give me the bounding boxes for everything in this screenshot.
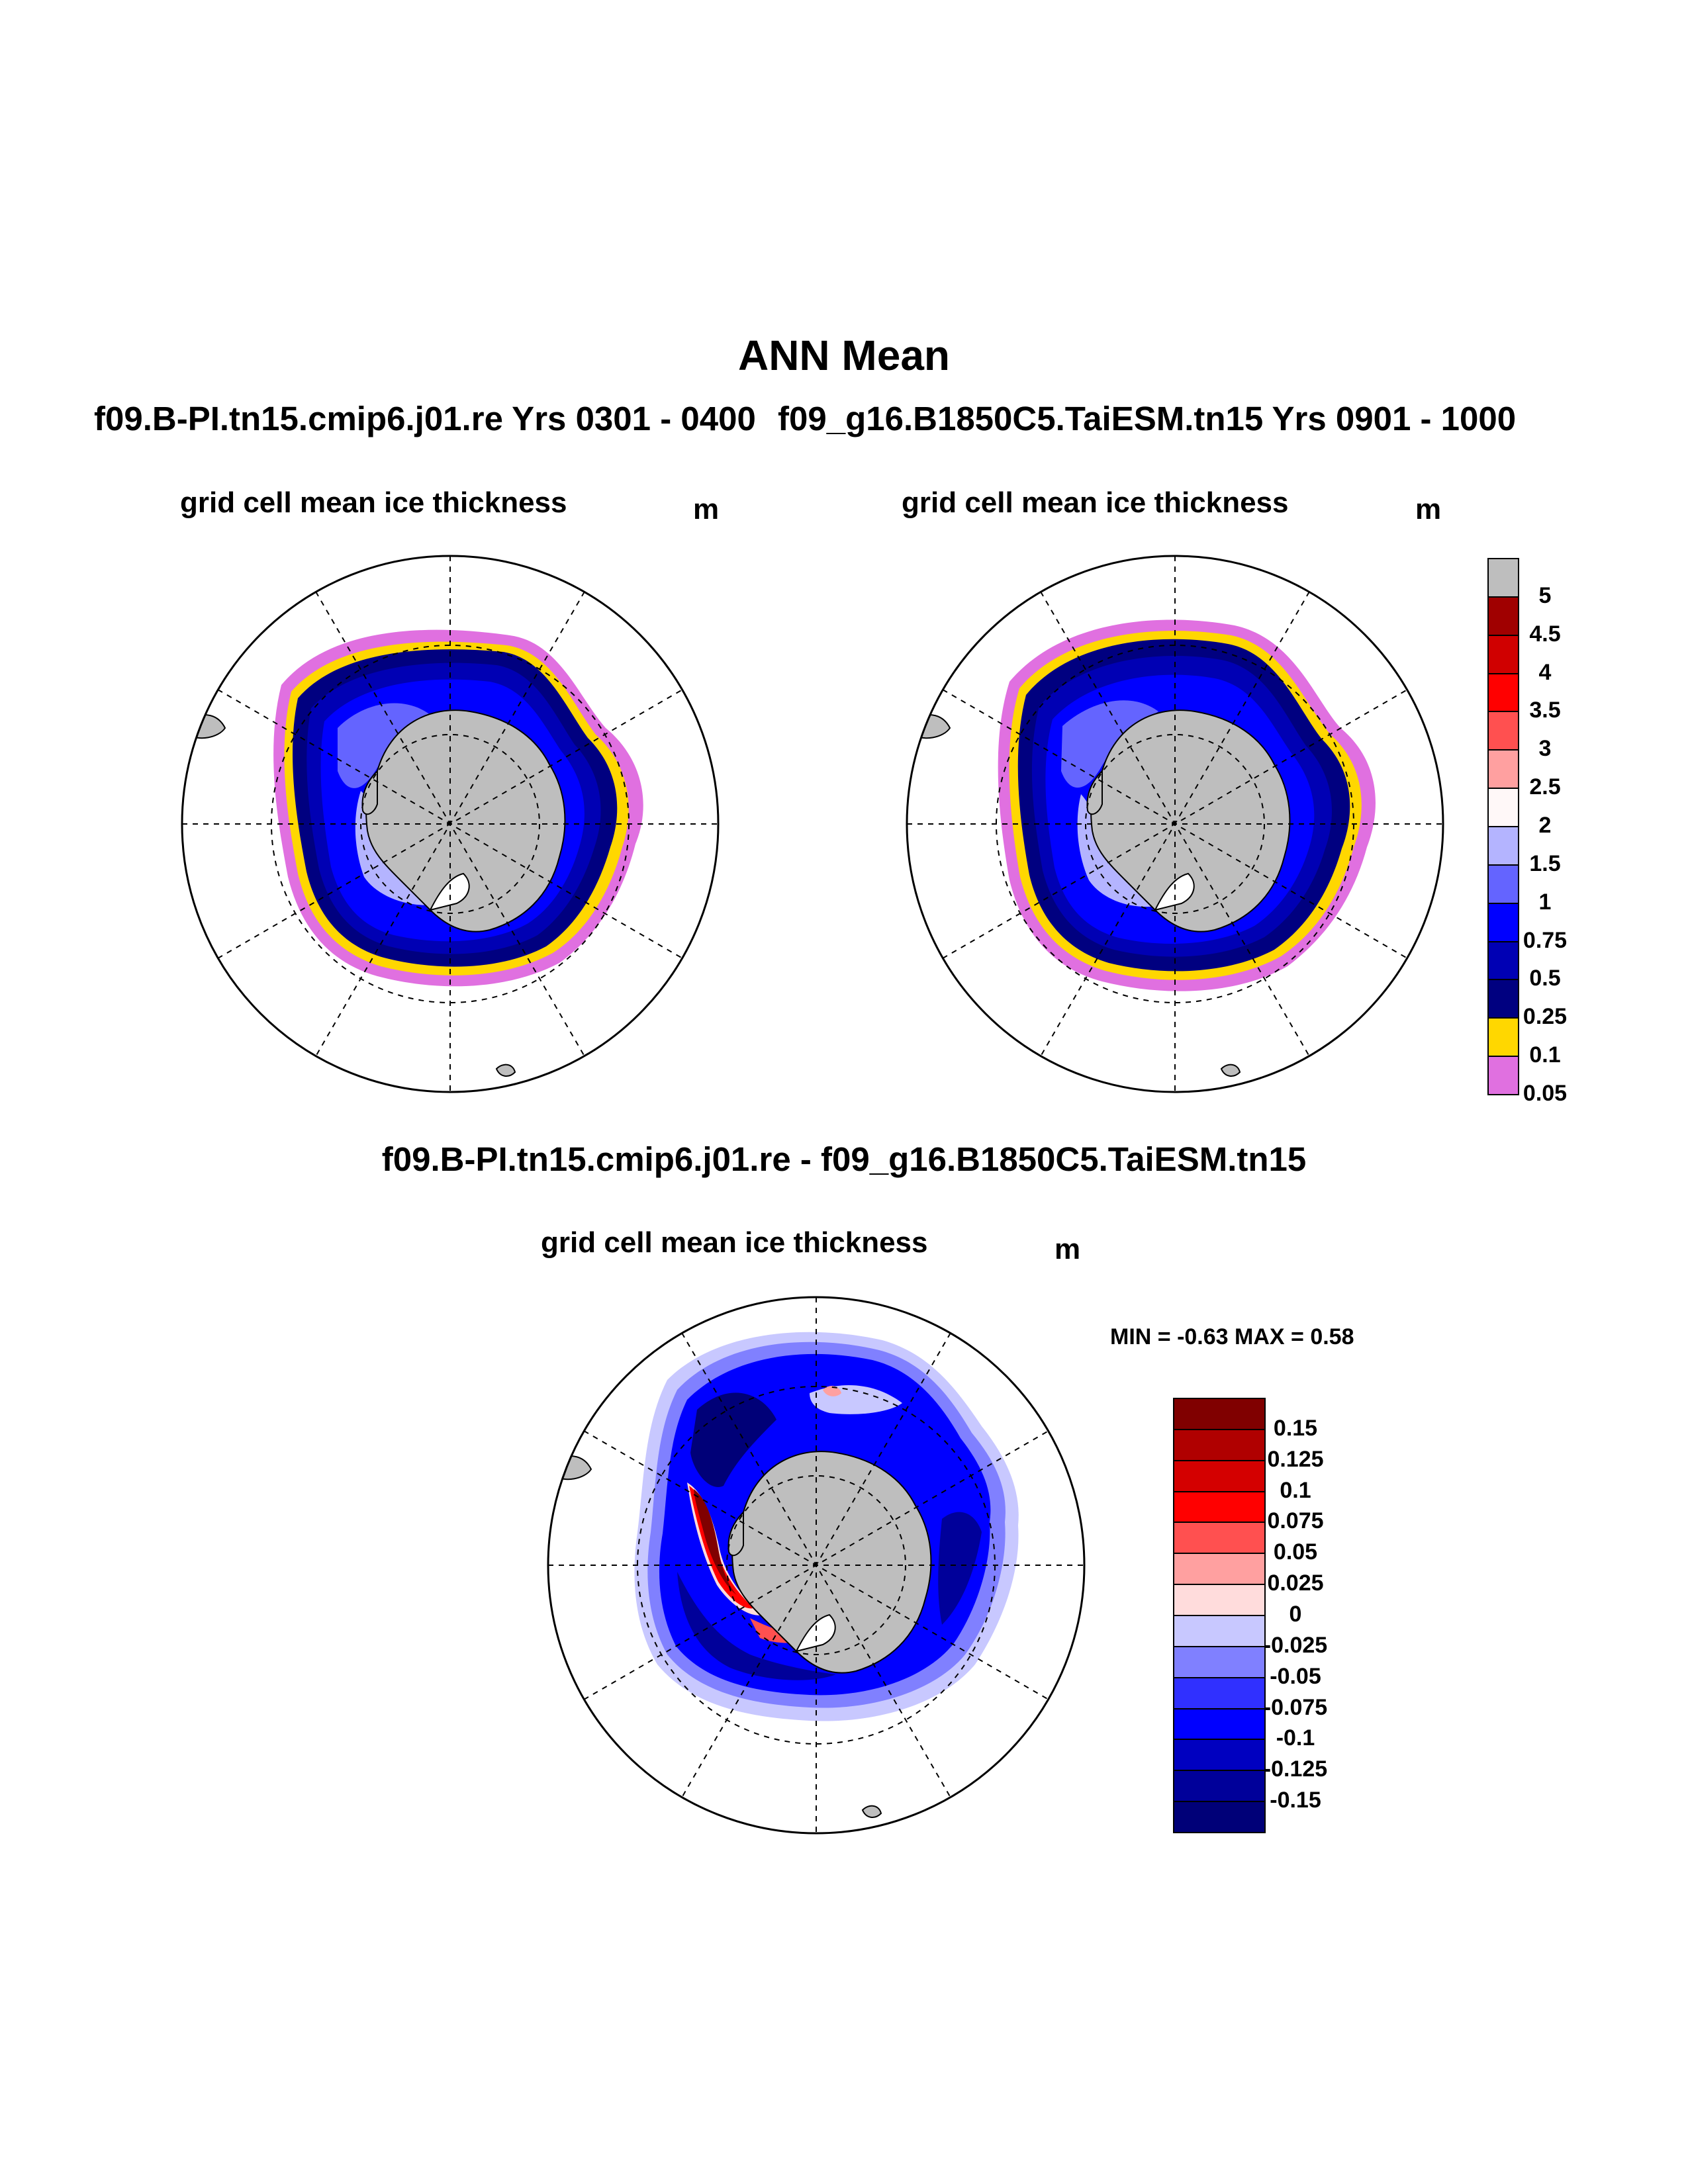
panel-3-units-label: m <box>1055 1233 1081 1265</box>
colorbar-tick-label: 0.1 <box>1529 1042 1561 1068</box>
colorbar-tick-label: 3 <box>1538 736 1552 762</box>
min-max-stats: MIN = -0.63 MAX = 0.58 <box>1110 1324 1354 1349</box>
colorbar-tick-label: 0.05 <box>1523 1081 1568 1106</box>
colorbar-tick-label: 0 <box>1289 1602 1302 1627</box>
colorbar-tick-label: 0.75 <box>1523 927 1568 953</box>
colorbar-tick-label: -0.15 <box>1270 1788 1321 1813</box>
panel-2-map <box>906 555 1444 1093</box>
panel-3-difference-map <box>547 1296 1086 1835</box>
colorbar-swatch <box>1173 1707 1266 1741</box>
colorbar-swatch <box>1173 1739 1266 1772</box>
colorbar-tick-label: -0.025 <box>1263 1632 1328 1658</box>
colorbar-tick-label: 0.075 <box>1267 1508 1324 1534</box>
colorbar-tick-label: 1 <box>1538 889 1552 915</box>
graticule <box>182 556 718 1092</box>
colorbar-tick-label: 4 <box>1538 659 1552 685</box>
colorbar-tick-label: 0.25 <box>1523 1004 1568 1030</box>
panel-3-variable-label: grid cell mean ice thickness <box>541 1226 928 1259</box>
colorbar-tick-label: 0.5 <box>1529 966 1561 991</box>
colorbar-swatch <box>1173 1459 1266 1492</box>
colorbar-swatch <box>1173 1770 1266 1803</box>
antarctica-landmass <box>188 709 566 1077</box>
colorbar-tick-label: 0.15 <box>1273 1415 1318 1441</box>
panel-1-variable-label: grid cell mean ice thickness <box>180 486 567 519</box>
figure-title: ANN Mean <box>737 332 951 379</box>
graticule <box>548 1297 1084 1833</box>
panel-2-units-label: m <box>1415 493 1442 525</box>
colorbar-tick-label: 4.5 <box>1529 621 1561 647</box>
panel-2-run-title: f09_g16.B1850C5.TaiESM.tn15 Yrs 0901 - 1… <box>778 400 1517 437</box>
colorbar-swatch <box>1487 749 1519 790</box>
colorbar-swatch <box>1173 1522 1266 1555</box>
colorbar-tick-label: 5 <box>1538 582 1552 608</box>
colorbar-swatch <box>1173 1428 1266 1461</box>
colorbar-swatch <box>1173 1553 1266 1586</box>
colorbar-tick-label: 0.05 <box>1273 1539 1318 1565</box>
colorbar-swatch <box>1487 902 1519 942</box>
colorbar-tick-label: 1.5 <box>1529 850 1561 876</box>
colorbar-swatch <box>1487 596 1519 636</box>
panel-1-units-label: m <box>693 493 720 525</box>
colorbar-tick-label: -0.125 <box>1263 1756 1328 1782</box>
colorbar-tick-label: 0.125 <box>1267 1446 1324 1472</box>
panel-1-run-title: f09.B-PI.tn15.cmip6.j01.re Yrs 0301 - 04… <box>94 400 756 437</box>
colorbar-tick-label: 0.025 <box>1267 1570 1324 1596</box>
colorbar-tick-label: 3.5 <box>1529 698 1561 723</box>
colorbar-swatch <box>1173 1490 1266 1524</box>
colorbar-swatch <box>1487 826 1519 866</box>
colorbar-swatch <box>1487 940 1519 981</box>
colorbar-swatch <box>1173 1615 1266 1647</box>
colorbar-tick-label: -0.1 <box>1276 1725 1315 1751</box>
colorbar-tick-label: -0.075 <box>1263 1694 1328 1720</box>
colorbar-swatch <box>1173 1645 1266 1678</box>
difference-title: f09.B-PI.tn15.cmip6.j01.re - f09_g16.B18… <box>381 1140 1307 1178</box>
colorbar-swatch <box>1487 979 1519 1019</box>
panel-1-map <box>181 555 720 1093</box>
colorbar-swatch <box>1173 1584 1266 1616</box>
difference-colorbar: 0.15 0.125 0.1 0.075 0.05 0.025 0 -0.025 -0.05 -0… <box>1173 1398 1358 1833</box>
colorbar-swatch <box>1487 1017 1519 1058</box>
colorbar-swatch <box>1173 1676 1266 1709</box>
colorbar-tick-label: 2 <box>1538 813 1552 838</box>
colorbar-tick-label: -0.05 <box>1270 1663 1321 1689</box>
colorbar-swatch <box>1173 1801 1266 1833</box>
colorbar-tick-label: 0.1 <box>1280 1477 1311 1503</box>
colorbar-swatch <box>1487 1056 1519 1095</box>
colorbar-tick-label: 2.5 <box>1529 774 1561 800</box>
main-colorbar: 5 4.5 4 3.5 3 2.5 2 1.5 1 0.75 0.5 0.25 0.1 0.05 <box>1487 558 1623 1106</box>
colorbar-swatch <box>1173 1398 1266 1430</box>
graticule <box>907 556 1443 1092</box>
panel-2-variable-label: grid cell mean ice thickness <box>902 486 1289 519</box>
